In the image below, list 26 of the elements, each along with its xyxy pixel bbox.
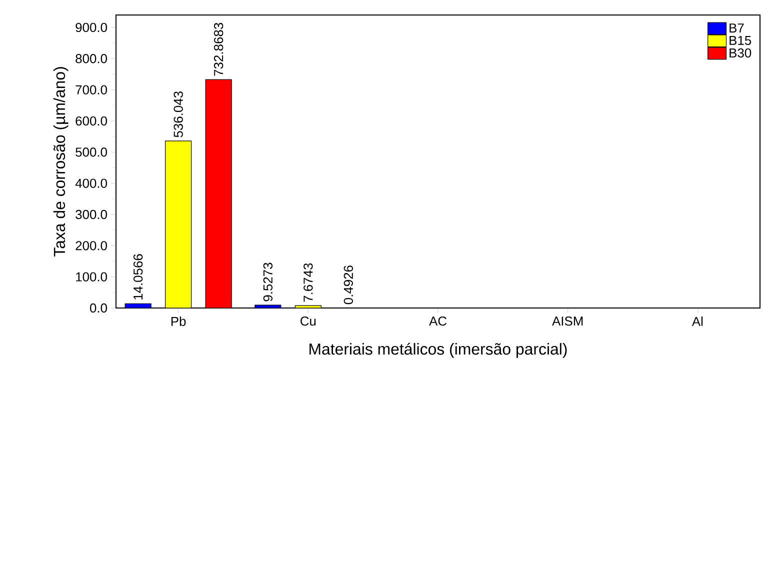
y-axis-title: Taxa de corrosão (µm/ano) [53,67,68,257]
data-label: 536.043 [174,91,183,138]
data-label: 14.0566 [133,254,143,300]
x-tick-label: Cu [300,316,316,326]
legend-label: B15 [730,36,752,46]
data-label: 732.8683 [214,22,224,76]
y-tick-label: 800.0 [76,54,107,64]
data-label: 0.4926 [344,266,353,304]
data-label: 7.6743 [304,263,313,302]
y-tick-label: 400.0 [75,178,107,188]
y-tick-label: 100.0 [76,272,107,282]
y-tick-label: 0.0 [90,303,107,313]
data-label: 9.5273 [263,262,272,302]
legend-label: B7 [730,24,744,32]
y-tick-label: 200.0 [76,241,107,250]
legend-label: B30 [730,48,752,58]
y-tick-label: 600.0 [76,116,107,126]
x-tick-label: AC [429,316,447,326]
x-axis-title: Materiais metálicos (imersão parcial) [310,342,567,358]
x-tick-label: Al [692,316,703,326]
y-tick-label: 700.0 [76,85,107,94]
x-tick-label: Pb [171,316,186,326]
y-tick-label: 900.0 [76,22,107,32]
x-tick-label: AISM [552,316,583,326]
y-tick-label: 500.0 [76,148,107,157]
y-tick-label: 300.0 [76,210,107,220]
